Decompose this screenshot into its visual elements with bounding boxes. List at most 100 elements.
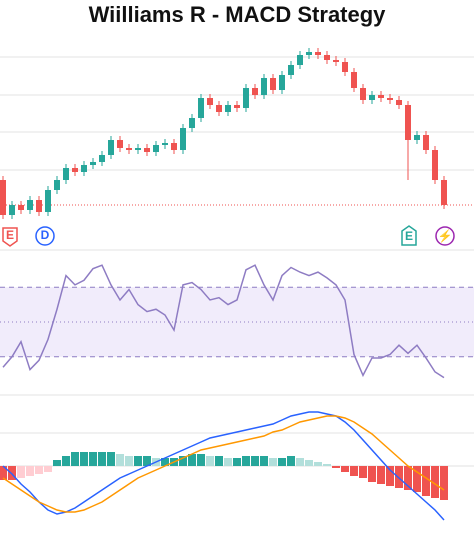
histogram-bar (386, 466, 394, 486)
histogram-bar (134, 456, 142, 466)
candle-body (297, 55, 303, 65)
histogram-bar (116, 454, 124, 466)
candle-body (207, 98, 213, 105)
histogram-bar (206, 456, 214, 466)
candle-body (153, 145, 159, 152)
histogram-bar (224, 458, 232, 466)
histogram-bar (332, 466, 340, 468)
histogram-bar (215, 456, 223, 466)
candle-body (225, 105, 231, 112)
histogram-bar (188, 454, 196, 466)
candle-body (279, 75, 285, 90)
histogram-bar (44, 466, 52, 472)
histogram-bar (323, 464, 331, 466)
marker-label: D (41, 228, 50, 242)
divergence-marker (35, 226, 55, 246)
candle-body (288, 65, 294, 75)
candle-body (36, 200, 42, 212)
candle-body (135, 148, 141, 150)
candle-body (306, 52, 312, 55)
candle-body (63, 168, 69, 180)
histogram-bar (404, 466, 412, 490)
candle-body (108, 140, 114, 155)
histogram-bar (413, 466, 421, 492)
candle-body (369, 95, 375, 100)
candle-body (198, 98, 204, 118)
histogram-bar (98, 452, 106, 466)
candle-body (0, 180, 6, 215)
candle-body (270, 78, 276, 90)
histogram-bar (287, 456, 295, 466)
candle-body (378, 95, 384, 98)
histogram-bar (71, 452, 79, 466)
candle-body (396, 100, 402, 105)
candle-body (81, 165, 87, 172)
candle-body (387, 98, 393, 100)
candle-body (432, 150, 438, 180)
histogram-bar (260, 456, 268, 466)
candle-body (216, 105, 222, 112)
histogram-bar (53, 460, 61, 466)
candle-body (9, 205, 15, 215)
candle-body (126, 148, 132, 150)
candle-body (405, 105, 411, 140)
candle-body (162, 143, 168, 145)
histogram-bar (35, 466, 43, 474)
histogram-bar (278, 458, 286, 466)
histogram-bar (269, 458, 277, 466)
candle-body (342, 62, 348, 72)
candle-body (180, 128, 186, 150)
candle-body (90, 162, 96, 165)
candle-body (441, 180, 447, 205)
candle-body (72, 168, 78, 172)
histogram-bar (422, 466, 430, 496)
signal-line (2, 415, 445, 513)
candle-body (423, 135, 429, 150)
histogram-bar (26, 466, 34, 476)
alert-marker (435, 226, 455, 246)
histogram-bar (440, 466, 448, 500)
chart-title: Wiilliams R - MACD Strategy (89, 2, 387, 27)
candle-body (360, 88, 366, 100)
histogram-bar (179, 456, 187, 466)
candle-body (189, 118, 195, 128)
histogram-bar (314, 462, 322, 466)
histogram-bar (62, 456, 70, 466)
candle-body (27, 200, 33, 210)
candle-body (261, 78, 267, 95)
macd-line (2, 411, 445, 521)
candle-body (324, 55, 330, 60)
candle-body (243, 88, 249, 108)
candle-body (99, 155, 105, 162)
candle-body (171, 143, 177, 150)
histogram-bar (296, 458, 304, 466)
grid (0, 56, 474, 434)
histogram-bar (0, 466, 7, 480)
candle-body (18, 205, 24, 210)
marker-label: E (6, 228, 14, 242)
histogram-bar (242, 456, 250, 466)
histogram-bar (368, 466, 376, 482)
histogram-bar (359, 466, 367, 478)
histogram-bar (17, 466, 25, 478)
candle-body (333, 60, 339, 62)
candle-body (54, 180, 60, 190)
histogram-bar (125, 456, 133, 466)
williams-r-line (2, 264, 445, 379)
marker-label: E (405, 229, 413, 243)
candle-body (45, 190, 51, 212)
entry-marker (401, 225, 417, 246)
histogram-bar (305, 460, 313, 466)
histogram-bar (341, 466, 349, 472)
histogram-bar (377, 466, 385, 484)
histogram-bar (251, 456, 259, 466)
histogram-bar (89, 452, 97, 466)
histogram-bar (161, 458, 169, 466)
candle-body (234, 105, 240, 108)
histogram-bar (197, 454, 205, 466)
candle-body (252, 88, 258, 95)
candle-body (144, 148, 150, 152)
exit-marker (2, 227, 18, 247)
histogram-bar (431, 466, 439, 498)
